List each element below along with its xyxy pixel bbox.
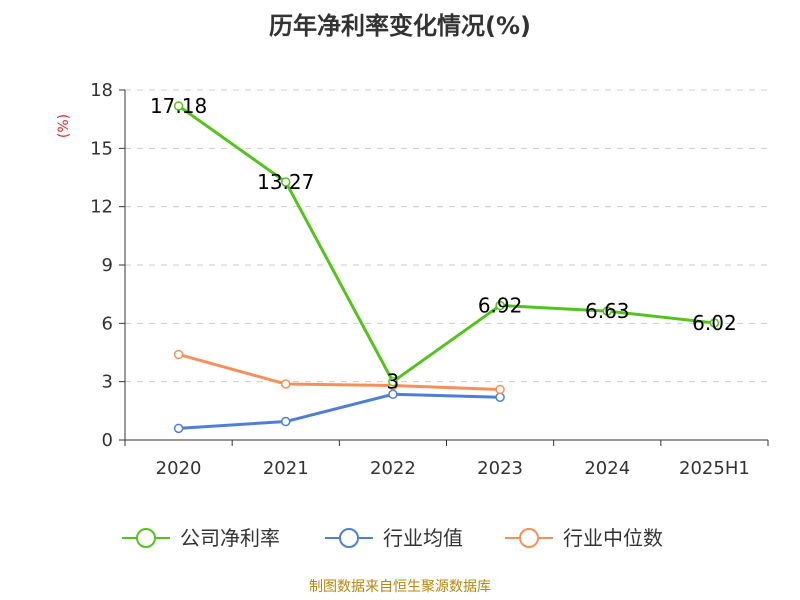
y-tick-label: 0: [102, 430, 113, 451]
data-point-s1-1: [281, 416, 291, 427]
data-label: 6.02: [692, 311, 737, 335]
data-point-s0-2: [388, 376, 398, 387]
data-labels: 17.18 13.27 3 6.92 6.63 6.02: [150, 94, 737, 394]
grid-lines: [125, 89, 768, 383]
series-lines: [173, 101, 720, 434]
y-tick-label: 12: [90, 197, 113, 218]
data-label: 6.92: [478, 293, 523, 317]
series-line-0: [177, 104, 715, 384]
legend: 公司净利率 行业均值 行业中位数: [122, 526, 663, 550]
data-label: 17.18: [150, 94, 207, 118]
y-tick-label: 15: [90, 138, 113, 159]
legend-label: 公司净利率: [180, 526, 280, 550]
x-tick-label: 2025H1: [679, 458, 750, 479]
legend-marker-2: [519, 528, 539, 548]
chart-title: 历年净利率变化情况(%): [269, 12, 531, 40]
y-tick-label: 9: [102, 255, 113, 276]
y-tick-label: 6: [102, 313, 113, 334]
data-point-s0-1: [281, 177, 291, 187]
data-point-s0-3: [495, 300, 505, 311]
y-tick-label: 18: [90, 80, 113, 101]
legend-marker-1: [339, 528, 359, 548]
x-tick-label: 2020: [156, 458, 202, 479]
legend-label: 行业均值: [383, 526, 463, 550]
y-axis-unit-label: (%): [56, 114, 72, 138]
source-note: 制图数据来自恒生聚源数据库: [309, 579, 491, 595]
data-label: 13.27: [257, 170, 314, 194]
data-point-s0-5: [709, 318, 720, 328]
data-point-s2-3: [495, 384, 505, 395]
data-point-s0-0: [173, 101, 184, 111]
legend-marker-0: [136, 528, 156, 548]
data-label: 3: [387, 370, 400, 394]
x-tick-label: 2021: [263, 458, 309, 479]
x-tick-label: 2023: [477, 458, 523, 479]
axes: 0 3 6 9 12 15 18 2020 2021 2022 2023 2024 2025H1: [90, 80, 769, 479]
legend-label: 行业中位数: [563, 526, 663, 550]
data-point-s2-0: [173, 349, 184, 360]
y-tick-label: 3: [102, 372, 113, 393]
data-point-s1-3: [495, 392, 505, 402]
series-line-1: [178, 392, 501, 430]
data-point-s1-0: [173, 423, 184, 434]
data-point-s2-1: [281, 379, 291, 389]
data-label: 6.63: [585, 299, 630, 323]
series-line-2: [178, 352, 501, 391]
x-tick-label: 2024: [584, 458, 630, 479]
x-tick-label: 2022: [370, 458, 416, 479]
data-point-s0-4: [602, 306, 612, 316]
